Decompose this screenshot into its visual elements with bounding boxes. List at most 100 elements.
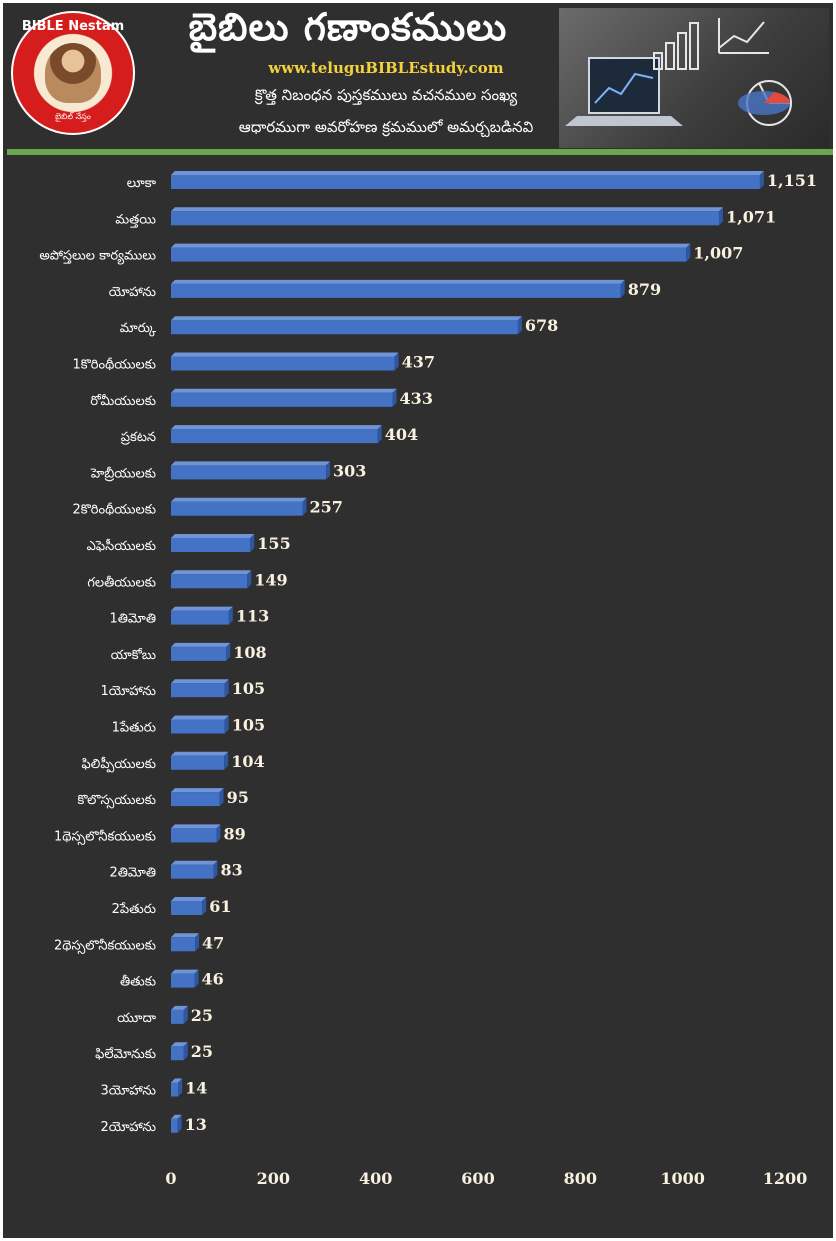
data-label: 25 — [191, 1006, 213, 1025]
bar-front-face — [171, 1082, 179, 1097]
bar-front-face — [171, 283, 621, 298]
bar-side-face — [178, 1078, 183, 1097]
category-label: 1పేతురు — [112, 721, 157, 736]
x-tick-label: 1200 — [763, 1169, 808, 1188]
data-label: 1,007 — [693, 244, 743, 263]
x-tick-label: 600 — [461, 1169, 494, 1188]
bar-side-face — [216, 824, 221, 843]
category-label: గలతీయులకు — [87, 575, 156, 590]
data-label: 89 — [224, 824, 246, 843]
category-label: 1థెస్సలొనీకయులకు — [54, 829, 156, 845]
value-labels: 1,151 1,071 1,007 879 678 437 433 404 303 257 155 1… — [185, 171, 817, 1134]
category-label: యూదా — [117, 1011, 156, 1026]
bar — [171, 1005, 188, 1024]
bar — [171, 933, 200, 952]
bar — [171, 570, 252, 589]
category-label: 2కొరింథీయులకు — [72, 503, 156, 518]
bar-side-face — [517, 316, 522, 335]
bar-top-face — [171, 534, 255, 538]
bar — [171, 425, 382, 444]
bar — [171, 497, 307, 516]
x-tick-label: 200 — [257, 1169, 290, 1188]
bar-top-face — [171, 425, 382, 430]
bar-side-face — [213, 860, 218, 879]
bar-top-face — [171, 751, 229, 756]
x-tick-label: 400 — [359, 1169, 392, 1188]
data-label: 13 — [185, 1115, 207, 1134]
bar-front-face — [171, 247, 687, 262]
bar-side-face — [183, 1042, 188, 1061]
data-label: 105 — [232, 679, 265, 698]
bar-front-face — [171, 1118, 178, 1133]
category-label: 2యోహాను — [100, 1120, 156, 1135]
bar-front-face — [171, 465, 327, 480]
bar-side-face — [195, 933, 200, 952]
bar-side-face — [302, 497, 307, 516]
category-label: 2థెస్సలొనీకయులకు — [54, 938, 156, 954]
data-label: 879 — [628, 280, 661, 299]
bar-top-face — [171, 1078, 183, 1083]
bar-top-face — [171, 352, 399, 357]
data-label: 1,071 — [726, 207, 776, 226]
page-title: బైబిలు గణాంకములు — [188, 5, 508, 49]
bar-side-face — [194, 969, 199, 988]
data-label: 303 — [333, 461, 366, 480]
bar-top-face — [171, 824, 221, 829]
bar-side-face — [718, 207, 723, 226]
bar — [171, 1078, 183, 1097]
laptop-analytics-photo — [559, 8, 829, 148]
header-divider — [7, 149, 833, 155]
bar-side-face — [228, 606, 233, 625]
category-label: 1తిమోతి — [109, 612, 156, 627]
data-label: 437 — [402, 353, 435, 372]
category-label: ఫిలిప్పీయులకు — [82, 756, 157, 773]
bar-top-face — [171, 606, 233, 611]
bar-front-face — [171, 1046, 184, 1061]
bar-front-face — [171, 538, 251, 552]
bar — [171, 751, 229, 770]
bar-side-face — [224, 715, 229, 734]
x-axis-tick-labels: 0 200 400 600 800 1000 1200 — [165, 1169, 807, 1188]
bar-top-face — [171, 388, 397, 393]
bar-top-face — [171, 207, 723, 212]
bar-side-face — [250, 534, 255, 552]
data-label: 404 — [385, 425, 418, 444]
logo-bottom-text: బైబిల్ నేస్తం — [55, 112, 91, 121]
category-label: లూకా — [127, 176, 157, 191]
bar-side-face — [202, 897, 207, 915]
bar — [171, 279, 625, 298]
data-label: 61 — [209, 897, 231, 916]
data-label: 25 — [191, 1042, 213, 1061]
bar-front-face — [171, 937, 196, 952]
bar — [171, 388, 397, 407]
jesus-with-child-image — [45, 43, 101, 103]
bar-front-face — [171, 973, 195, 988]
bar-top-face — [171, 279, 625, 284]
bar-top-face — [171, 897, 207, 901]
category-label: హెబ్రీయులకు — [90, 466, 157, 481]
bar-top-face — [171, 860, 218, 865]
bar-front-face — [171, 501, 303, 516]
bar-top-face — [171, 171, 764, 175]
category-label: ఫిలేమోనుకు — [95, 1047, 156, 1062]
bar-front-face — [171, 175, 760, 189]
bar — [171, 534, 255, 552]
bar-side-face — [219, 788, 224, 807]
bar-top-face — [171, 969, 199, 974]
data-label: 108 — [233, 643, 266, 662]
site-url: www.teluguBIBLEstudy.com — [268, 59, 504, 77]
data-label: 46 — [202, 970, 224, 989]
bar-top-face — [171, 642, 231, 647]
category-label: తీతుకు — [120, 975, 157, 990]
bar-top-face — [171, 715, 229, 720]
bar-front-face — [171, 392, 393, 407]
bar — [171, 171, 764, 189]
bar — [171, 824, 221, 843]
bar — [171, 679, 229, 698]
bar-front-face — [171, 429, 378, 444]
bar — [171, 352, 399, 371]
bar-front-face — [171, 792, 220, 807]
data-label: 104 — [231, 752, 264, 771]
bar-side-face — [326, 461, 331, 480]
